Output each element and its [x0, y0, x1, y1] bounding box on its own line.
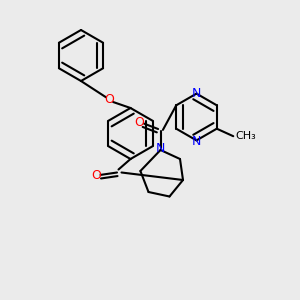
Text: O: O [135, 116, 144, 130]
Text: O: O [105, 93, 114, 106]
Text: N: N [156, 142, 165, 155]
Text: O: O [91, 169, 101, 182]
Text: N: N [192, 87, 201, 100]
Text: N: N [192, 135, 201, 148]
Text: CH₃: CH₃ [236, 131, 256, 141]
